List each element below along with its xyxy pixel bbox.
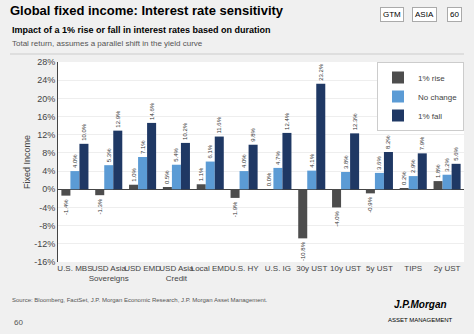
svg-text:4.0%: 4.0%	[72, 154, 78, 168]
svg-text:4.1%: 4.1%	[309, 153, 315, 167]
svg-text:-1.3%: -1.3%	[97, 198, 103, 214]
svg-text:U.S. MBS: U.S. MBS	[57, 264, 92, 273]
svg-text:1.0%: 1.0%	[131, 167, 137, 181]
svg-text:2y UST: 2y UST	[434, 264, 461, 273]
svg-text:Local EMD: Local EMD	[191, 264, 230, 273]
svg-text:0.2%: 0.2%	[401, 171, 407, 185]
svg-text:USD AsiaCredit: USD AsiaCredit	[159, 264, 194, 283]
svg-text:0%: 0%	[42, 184, 55, 194]
svg-text:USD EMD: USD EMD	[124, 264, 161, 273]
svg-text:No change: No change	[418, 93, 457, 102]
svg-text:1% rise: 1% rise	[418, 74, 445, 83]
svg-text:-16%: -16%	[34, 257, 55, 267]
svg-text:4.0%: 4.0%	[241, 154, 247, 168]
svg-text:TIPS: TIPS	[404, 264, 422, 273]
svg-text:23.2%: 23.2%	[318, 63, 324, 81]
svg-text:60: 60	[450, 10, 459, 19]
svg-text:-12%: -12%	[34, 239, 55, 249]
svg-text:12.4%: 12.4%	[284, 112, 290, 130]
svg-text:GTM: GTM	[383, 10, 401, 19]
svg-text:-4%: -4%	[39, 203, 55, 213]
svg-text:9.8%: 9.8%	[250, 127, 256, 141]
svg-text:11.6%: 11.6%	[216, 116, 222, 133]
svg-text:-8%: -8%	[39, 221, 55, 231]
svg-text:10.0%: 10.0%	[81, 123, 87, 141]
svg-text:3.2%: 3.2%	[444, 157, 450, 171]
svg-text:5y UST: 5y UST	[366, 264, 393, 273]
svg-text:10y UST: 10y UST	[330, 264, 361, 273]
svg-text:28%: 28%	[37, 57, 55, 67]
svg-text:1% fall: 1% fall	[418, 112, 442, 121]
svg-text:8%: 8%	[42, 148, 55, 158]
svg-text:7.1%: 7.1%	[140, 140, 146, 154]
svg-text:12.3%: 12.3%	[352, 113, 358, 131]
svg-text:-0.9%: -0.9%	[367, 196, 373, 212]
svg-text:60: 60	[14, 318, 23, 327]
svg-text:-1.9%: -1.9%	[232, 201, 238, 217]
svg-text:-1.4%: -1.4%	[63, 199, 69, 215]
svg-text:4.7%: 4.7%	[275, 151, 281, 165]
svg-text:5.4%: 5.4%	[173, 147, 179, 161]
svg-text:-10.8%: -10.8%	[300, 241, 306, 261]
svg-text:20%: 20%	[37, 94, 55, 104]
svg-text:0.0%: 0.0%	[266, 172, 272, 186]
svg-text:USD AsiaSovereigns: USD AsiaSovereigns	[89, 264, 129, 283]
svg-text:-4.0%: -4.0%	[334, 210, 340, 226]
svg-text:14.6%: 14.6%	[149, 102, 155, 120]
svg-text:0.5%: 0.5%	[164, 170, 170, 184]
svg-text:4%: 4%	[42, 166, 55, 176]
svg-text:Fixed Income: Fixed Income	[22, 135, 32, 189]
svg-text:1.8%: 1.8%	[435, 164, 441, 178]
svg-text:Source: Bloomberg, FactSet, J.: Source: Bloomberg, FactSet, J.P. Morgan …	[12, 297, 268, 303]
svg-text:16%: 16%	[37, 112, 55, 122]
svg-text:J.P.Morgan: J.P.Morgan	[394, 299, 447, 310]
svg-text:ASIA: ASIA	[415, 10, 434, 19]
svg-text:8.2%: 8.2%	[385, 135, 391, 149]
svg-text:12.9%: 12.9%	[115, 110, 121, 128]
svg-text:5.6%: 5.6%	[453, 146, 459, 160]
svg-text:3.6%: 3.6%	[376, 156, 382, 170]
svg-text:Global fixed income: Interest: Global fixed income: Interest rate sensi…	[10, 3, 284, 18]
svg-text:10.2%: 10.2%	[182, 122, 188, 140]
svg-text:Impact of a 1% rise or fall in: Impact of a 1% rise or fall in interest …	[12, 25, 271, 35]
svg-text:12%: 12%	[37, 130, 55, 140]
svg-text:U.S. IG: U.S. IG	[265, 264, 291, 273]
svg-text:ASSET MANAGEMENT: ASSET MANAGEMENT	[388, 317, 453, 323]
svg-text:7.9%: 7.9%	[419, 136, 425, 150]
svg-text:30y UST: 30y UST	[296, 264, 327, 273]
svg-text:U.S. HY: U.S. HY	[230, 264, 260, 273]
svg-text:3.8%: 3.8%	[343, 155, 349, 169]
svg-text:5.3%: 5.3%	[106, 148, 112, 162]
svg-text:2.9%: 2.9%	[410, 159, 416, 173]
svg-text:6.1%: 6.1%	[207, 144, 213, 158]
svg-text:1.1%: 1.1%	[198, 167, 204, 181]
svg-text:24%: 24%	[37, 75, 55, 85]
svg-text:Total return, assumes a parall: Total return, assumes a parallel shift i…	[12, 39, 203, 48]
